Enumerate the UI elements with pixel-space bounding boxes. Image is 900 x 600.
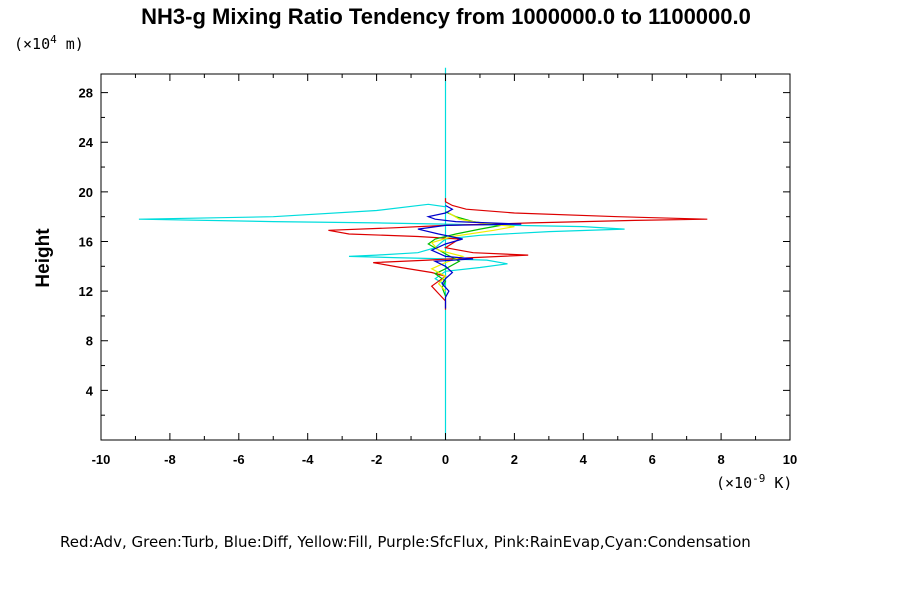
x-tick-label: 2 [511,452,518,467]
x-tick-label: -10 [92,452,111,467]
series-line-1 [138,67,625,440]
x-tick-label: 0 [442,452,449,467]
x-axis-unit: (×10-9 K) [716,472,792,492]
y-tick-label: 4 [86,383,94,398]
series-line-2 [328,198,708,310]
x-tick-label: -8 [164,452,176,467]
y-tick-label: 28 [79,86,93,101]
y-tick-label: 16 [79,234,93,249]
x-tick-label: -2 [371,452,383,467]
x-tick-label: -6 [233,452,245,467]
x-tick-label: -4 [302,452,314,467]
x-tick-label: 6 [649,452,656,467]
x-tick-label: 10 [783,452,797,467]
y-tick-label: 8 [86,334,93,349]
legend-text: Red:Adv, Green:Turb, Blue:Diff, Yellow:F… [60,533,751,551]
series-line-4 [430,212,515,292]
y-tick-label: 12 [79,284,93,299]
plot-frame [100,73,791,441]
series-layer [138,67,708,440]
y-axis-label: Height [33,228,54,288]
chart-title: NH3-g Mixing Ratio Tendency from 1000000… [141,4,751,29]
series-line-5 [417,204,522,309]
y-tick-label: 20 [79,185,93,200]
x-tick-label: 8 [717,452,724,467]
y-tick-label: 24 [79,135,94,150]
y-axis-unit: (×104 m) [14,33,84,53]
x-tick-label: 4 [580,452,588,467]
